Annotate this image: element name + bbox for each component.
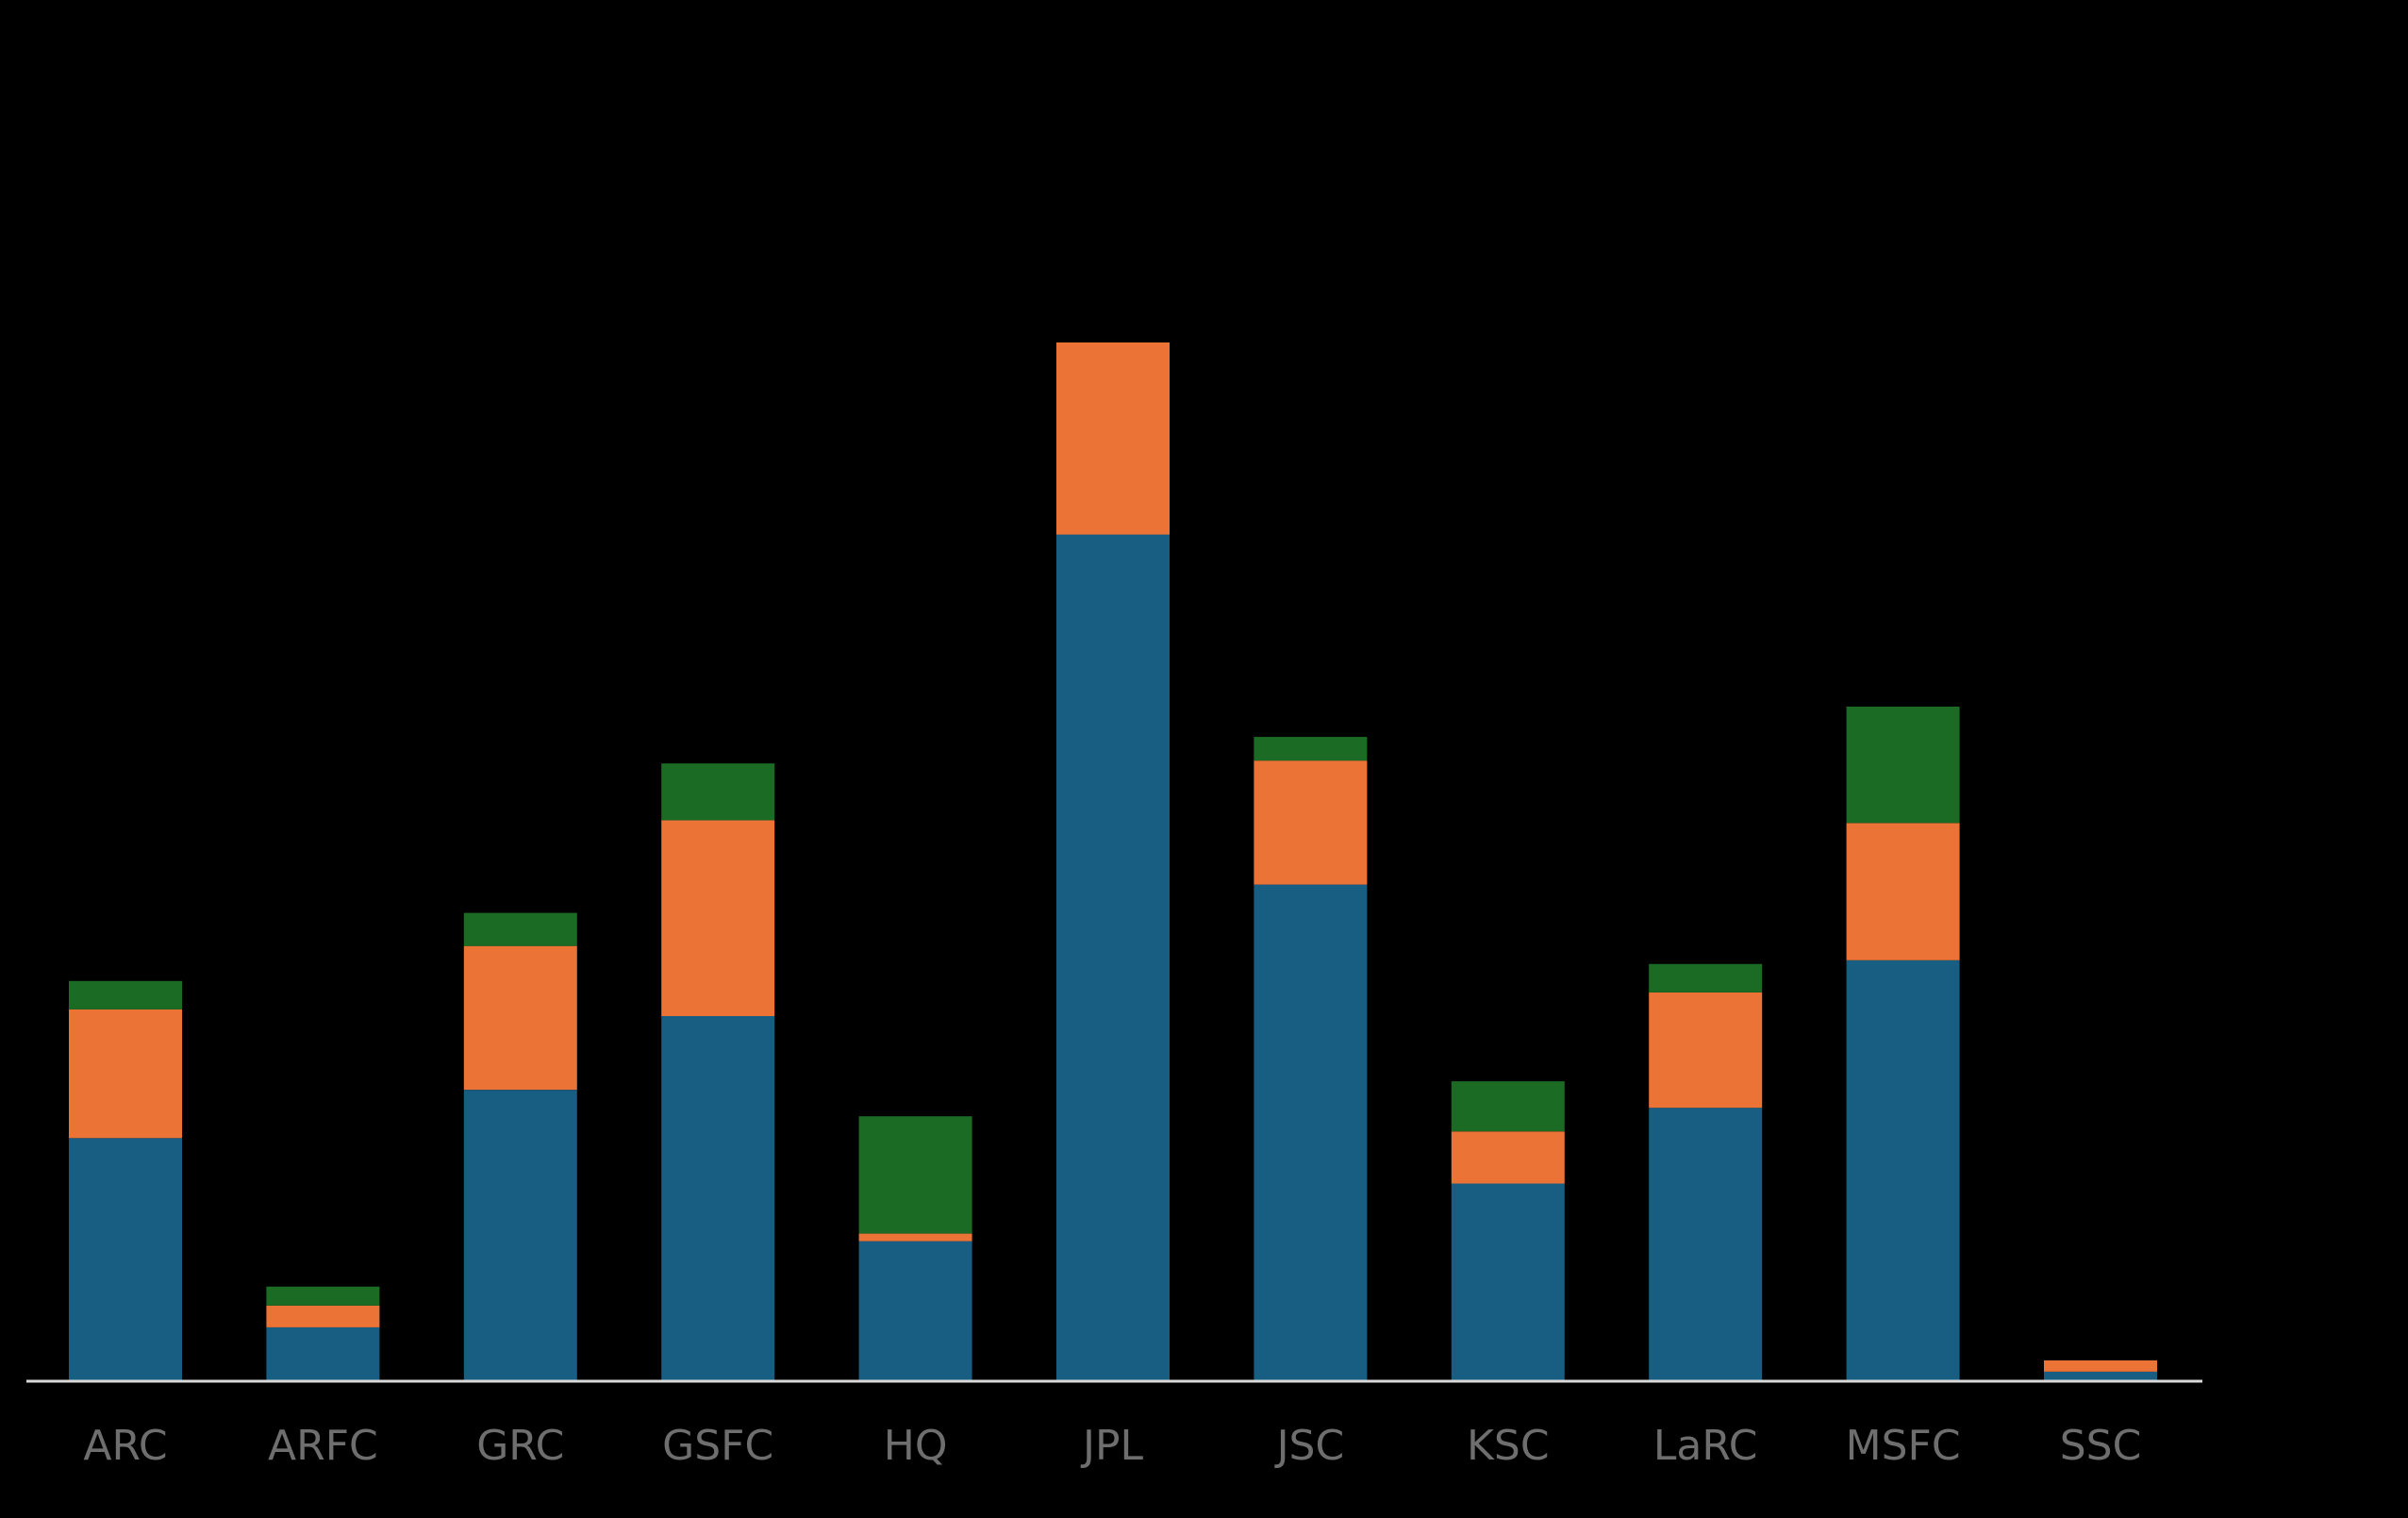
x-tick-label-larc: LaRC <box>1653 1422 1758 1470</box>
bar-msfc-series-2 <box>1846 823 1960 960</box>
bar-larc-series-1 <box>1649 1108 1763 1381</box>
bar-ksc-series-3 <box>1451 1081 1565 1132</box>
bar-arc-series-2 <box>69 1009 182 1139</box>
bar-gsfc-series-3 <box>661 763 775 821</box>
bar-msfc-series-3 <box>1846 707 1960 824</box>
bar-ssc-series-1 <box>2044 1372 2157 1381</box>
x-tick-label-arfc: ARFC <box>268 1422 378 1470</box>
x-tick-label-jpl: JPL <box>1080 1422 1144 1470</box>
bar-hq-series-2 <box>858 1233 972 1242</box>
bar-gsfc-series-2 <box>661 820 775 1016</box>
x-tick-label-ssc: SSC <box>2060 1422 2142 1470</box>
x-tick-label-grc: GRC <box>476 1422 564 1470</box>
bar-arfc-series-2 <box>266 1305 380 1327</box>
bar-grc-series-3 <box>463 912 577 946</box>
bar-hq-series-3 <box>858 1116 972 1234</box>
bar-jpl-series-1 <box>1056 534 1170 1381</box>
x-tick-label-gsfc: GSFC <box>662 1422 773 1470</box>
bar-ksc-series-1 <box>1451 1183 1565 1381</box>
bar-arc-series-3 <box>69 980 182 1009</box>
bar-gsfc-series-1 <box>661 1015 775 1381</box>
x-tick-label-arc: ARC <box>83 1422 167 1470</box>
bar-arfc-series-3 <box>266 1286 380 1306</box>
x-tick-label-jsc: JSC <box>1274 1422 1345 1470</box>
x-tick-labels: ARC ARFC GRC GSFC HQ JPL JSC KSC LaRC MSFC SSC <box>83 1422 2141 1470</box>
x-tick-label-ksc: KSC <box>1467 1422 1550 1470</box>
bar-grc-series-2 <box>463 945 577 1091</box>
bar-jsc-series-2 <box>1254 760 1368 885</box>
bar-ksc-series-2 <box>1451 1131 1565 1184</box>
bar-jsc-series-1 <box>1254 884 1368 1381</box>
bars-group <box>69 342 2157 1381</box>
bar-larc-series-3 <box>1649 963 1763 993</box>
bar-larc-series-2 <box>1649 992 1763 1109</box>
bar-grc-series-1 <box>463 1090 577 1381</box>
x-tick-label-msfc: MSFC <box>1846 1422 1961 1470</box>
bar-msfc-series-1 <box>1846 959 1960 1381</box>
bar-arfc-series-1 <box>266 1326 380 1381</box>
x-tick-label-hq: HQ <box>884 1422 948 1470</box>
bar-arc-series-1 <box>69 1138 182 1381</box>
bar-jpl-series-2 <box>1056 342 1170 535</box>
bar-ssc-series-2 <box>2044 1360 2157 1372</box>
bar-jsc-series-3 <box>1254 737 1368 761</box>
bar-hq-series-1 <box>858 1241 972 1381</box>
